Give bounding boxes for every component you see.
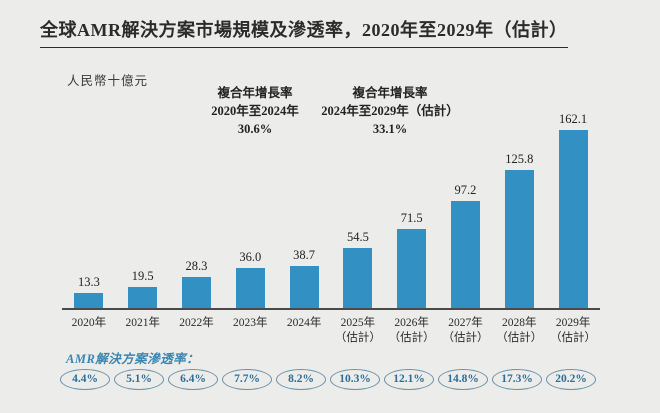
- bar-column: 38.7: [278, 248, 331, 308]
- chart-title: 全球AMR解決方案市場規模及滲透率，2020年至2029年（估計）: [40, 16, 568, 48]
- bar: [504, 170, 534, 308]
- x-axis-tick-label: 2024年: [286, 317, 322, 329]
- bar-column: 125.8: [493, 152, 546, 308]
- bar: [450, 201, 480, 308]
- penetration-rate-badge: 12.1%: [384, 369, 434, 390]
- bar-value-label: 162.1: [559, 112, 588, 126]
- bar: [289, 266, 319, 308]
- bar-column: 162.1: [547, 112, 600, 308]
- bar-value-label: 36.0: [239, 250, 262, 264]
- penetration-rate-badge: 14.8%: [438, 369, 488, 390]
- cagr-annotation-value: 30.6%: [237, 122, 273, 136]
- bar-value-label: 97.2: [454, 183, 477, 197]
- x-axis-tick-label: 2025年 （估計）: [334, 317, 381, 344]
- bar-value-label: 125.8: [505, 152, 534, 166]
- penetration-rate-badge: 7.7%: [222, 369, 272, 390]
- bar: [235, 268, 265, 308]
- bar-value-label: 38.7: [293, 248, 316, 262]
- bar-value-label: 54.5: [346, 230, 369, 244]
- bar-value-label: 19.5: [131, 269, 154, 283]
- cagr-annotation-2024-2029: 複合年增長率 2024年至2029年（估計） 33.1%: [300, 84, 480, 138]
- bar-value-label: 28.3: [185, 259, 208, 273]
- cagr-annotation-line2: 2020年至2024年: [211, 104, 299, 118]
- cagr-annotation-value: 33.1%: [372, 122, 408, 136]
- bar: [397, 229, 427, 308]
- penetration-rate-badge: 5.1%: [114, 369, 164, 390]
- bar: [558, 130, 588, 308]
- cagr-annotation-2020-2024: 複合年增長率 2020年至2024年 30.6%: [175, 84, 335, 138]
- y-axis-unit-label: 人民幣十億元: [67, 74, 149, 88]
- bar-value-label: 71.5: [400, 211, 423, 225]
- bar-column: 71.5: [385, 211, 438, 308]
- x-axis-tick-label: 2027年 （估計）: [442, 317, 489, 344]
- bar: [343, 248, 373, 308]
- x-axis-tick-label: 2029年 （估計）: [550, 317, 597, 344]
- bar-value-label: 13.3: [77, 275, 100, 289]
- x-axis-tick-label: 2021年: [125, 317, 160, 329]
- x-axis-tick-label: 2023年: [233, 317, 268, 329]
- penetration-rate-badge: 4.4%: [60, 369, 110, 390]
- bar: [74, 293, 104, 308]
- penetration-rate-badge: 8.2%: [276, 369, 326, 390]
- cagr-annotation-line2: 2024年至2029年（估計）: [321, 104, 459, 118]
- bar: [128, 287, 158, 308]
- bar-column: 28.3: [170, 259, 223, 308]
- bar-chart-plot-area: 13.3 19.5 28.3 36.0 38.7 54.5 71.5 97.2 125.8 162…: [62, 112, 600, 310]
- penetration-rate-badge: 6.4%: [168, 369, 218, 390]
- x-axis-tick-label: 2028年 （估計）: [496, 317, 543, 344]
- bar-column: 97.2: [439, 183, 492, 308]
- x-axis-tick-label: 2022年: [179, 317, 214, 329]
- x-axis-tick-label: 2020年: [71, 317, 107, 329]
- penetration-rate-label: AMR解決方案滲透率：: [66, 352, 200, 366]
- x-axis-tick-label: 2026年 （估計）: [388, 317, 435, 344]
- bar-column: 54.5: [331, 230, 384, 308]
- penetration-rate-badge: 17.3%: [492, 369, 542, 390]
- bar-column: 13.3: [62, 275, 115, 308]
- bar: [181, 277, 211, 308]
- x-axis-labels: 2020年 2021年 2022年 2023年 2024年 2025年 （估計） 2026年（…: [62, 316, 600, 346]
- cagr-annotation-line1: 複合年增長率: [352, 86, 428, 100]
- bar-column: 36.0: [224, 250, 277, 308]
- penetration-rate-badge: 20.2%: [546, 369, 596, 390]
- cagr-annotation-line1: 複合年增長率: [217, 86, 293, 100]
- penetration-rate-row: 4.4% 5.1% 6.4% 7.7% 8.2% 10.3% 12.1% 14.8% 17.3%…: [58, 369, 598, 390]
- penetration-rate-badge: 10.3%: [330, 369, 380, 390]
- bar-column: 19.5: [116, 269, 169, 308]
